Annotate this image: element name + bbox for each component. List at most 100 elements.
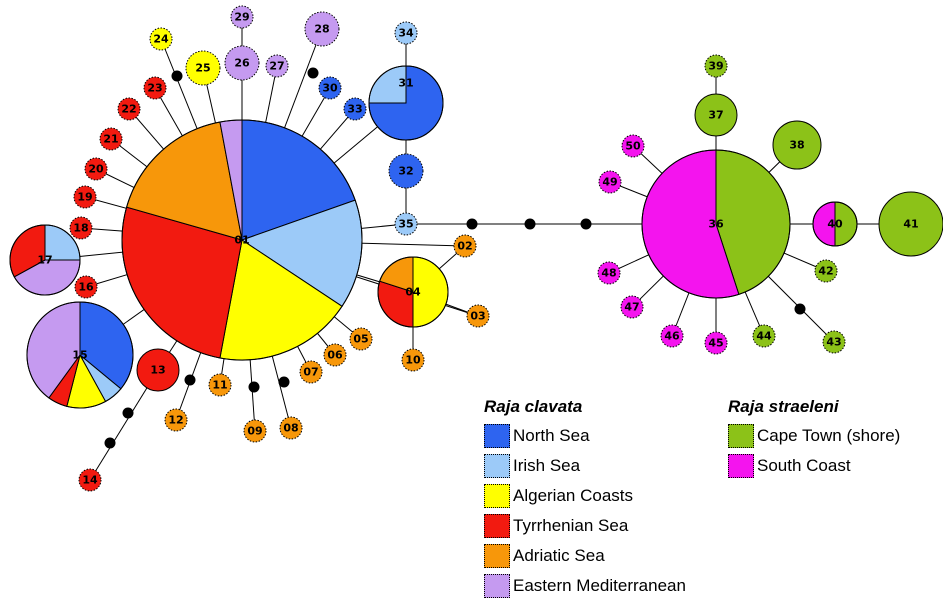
legend-swatch: [484, 544, 510, 568]
haplotype-node-36: 36: [641, 149, 791, 299]
node-circle: [299, 360, 323, 384]
node-circle: [265, 54, 289, 78]
node-circle: [772, 120, 822, 170]
legend-swatch: [484, 424, 510, 448]
node-label-03: 03: [470, 310, 485, 323]
intermediate-dot: [104, 437, 116, 449]
haplotype-node-26: 26: [224, 45, 260, 81]
haplotype-node-50: 50: [621, 134, 645, 158]
intermediate-dot: [794, 303, 806, 315]
legend-item: Eastern Mediterranean: [484, 571, 686, 601]
legend-title-clavata: Raja clavata: [484, 397, 583, 416]
node-circle: [74, 275, 98, 299]
node-circle: [752, 324, 776, 348]
node-label-39: 39: [708, 60, 723, 73]
node-circle: [822, 330, 846, 354]
haplotype-node-24: 24: [149, 27, 173, 51]
node-circle: [69, 216, 93, 240]
node-label-05: 05: [353, 333, 368, 346]
haplotype-node-18: 18: [69, 216, 93, 240]
haplotype-node-10: 10: [401, 348, 425, 372]
legend-label: Eastern Mediterranean: [513, 576, 686, 595]
node-label-01: 01: [234, 234, 249, 247]
node-label-14: 14: [82, 474, 98, 487]
intermediate-dot: [307, 67, 319, 79]
haplotype-node-16: 16: [74, 275, 98, 299]
node-outline: [121, 119, 363, 361]
node-outline: [812, 201, 858, 247]
legend-label: Irish Sea: [513, 456, 581, 475]
node-circle: [401, 348, 425, 372]
node-circle: [620, 295, 644, 319]
haplotype-node-19: 19: [73, 185, 97, 209]
legend-raja-straeleni: Raja straeleni Cape Town (shore) South Co…: [728, 397, 900, 481]
node-label-11: 11: [212, 379, 227, 392]
node-circle: [394, 212, 418, 236]
node-label-10: 10: [405, 354, 421, 367]
node-circle: [323, 343, 347, 367]
legend-swatch: [728, 454, 754, 478]
haplotype-node-28: 28: [304, 11, 340, 47]
node-circle: [117, 97, 141, 121]
haplotype-node-09: 09: [243, 419, 267, 443]
node-label-50: 50: [625, 140, 641, 153]
node-label-20: 20: [88, 163, 104, 176]
legend-swatch: [484, 574, 510, 598]
haplotype-node-13: 13: [136, 348, 180, 392]
haplotype-node-32: 32: [388, 153, 424, 189]
haplotype-node-35: 35: [394, 212, 418, 236]
node-label-07: 07: [303, 366, 318, 379]
node-outline: [9, 224, 81, 296]
node-label-08: 08: [283, 422, 298, 435]
legend-clavata-items: North Sea Irish Sea Algerian Coasts Tyrrhen…: [484, 421, 686, 601]
node-label-36: 36: [708, 218, 724, 231]
legend-label: North Sea: [513, 426, 590, 445]
haplotype-node-05: 05: [349, 327, 373, 351]
node-circle: [143, 76, 167, 100]
node-label-04: 04: [405, 286, 421, 299]
node-label-45: 45: [708, 337, 723, 350]
legend-raja-clavata: Raja clavata North Sea Irish Sea Algerian …: [484, 397, 686, 601]
node-label-29: 29: [234, 11, 249, 24]
haplotype-node-14: 14: [78, 468, 102, 492]
legend-item: Cape Town (shore): [728, 421, 900, 451]
node-circle: [304, 11, 340, 47]
node-label-43: 43: [826, 336, 841, 349]
legend-swatch: [728, 424, 754, 448]
haplotype-node-21: 21: [99, 127, 123, 151]
node-circle: [164, 408, 188, 432]
haplotype-node-39: 39: [704, 54, 728, 78]
node-label-32: 32: [398, 165, 413, 178]
haplotype-node-33: 33: [343, 97, 367, 121]
node-outline: [641, 149, 791, 299]
node-label-48: 48: [601, 267, 616, 280]
node-circle: [243, 419, 267, 443]
intermediate-dot: [248, 381, 260, 393]
node-label-13: 13: [150, 364, 165, 377]
haplotype-nodes: 01 02 03 04 05 06 07 08 09 10 11 12 13 14 15 16 17 18 19 20…: [9, 5, 943, 492]
intermediate-dot: [580, 218, 592, 230]
node-label-15: 15: [72, 349, 87, 362]
node-label-33: 33: [347, 103, 362, 116]
intermediate-dot: [524, 218, 536, 230]
node-circle: [597, 261, 621, 285]
node-circle: [224, 45, 260, 81]
node-circle: [99, 127, 123, 151]
node-label-38: 38: [789, 139, 804, 152]
haplotype-node-29: 29: [230, 5, 254, 29]
node-label-27: 27: [269, 60, 284, 73]
node-circle: [349, 327, 373, 351]
haplotype-node-47: 47: [620, 295, 644, 319]
node-label-35: 35: [398, 218, 413, 231]
haplotype-node-23: 23: [143, 76, 167, 100]
intermediate-dots: [104, 67, 806, 449]
node-label-30: 30: [322, 82, 338, 95]
node-circle: [704, 54, 728, 78]
node-label-02: 02: [457, 240, 472, 253]
node-circle: [466, 304, 490, 328]
node-circle: [279, 416, 303, 440]
haplotype-node-22: 22: [117, 97, 141, 121]
node-circle: [598, 170, 622, 194]
node-label-26: 26: [234, 57, 250, 70]
legend-item: Irish Sea: [484, 451, 686, 481]
